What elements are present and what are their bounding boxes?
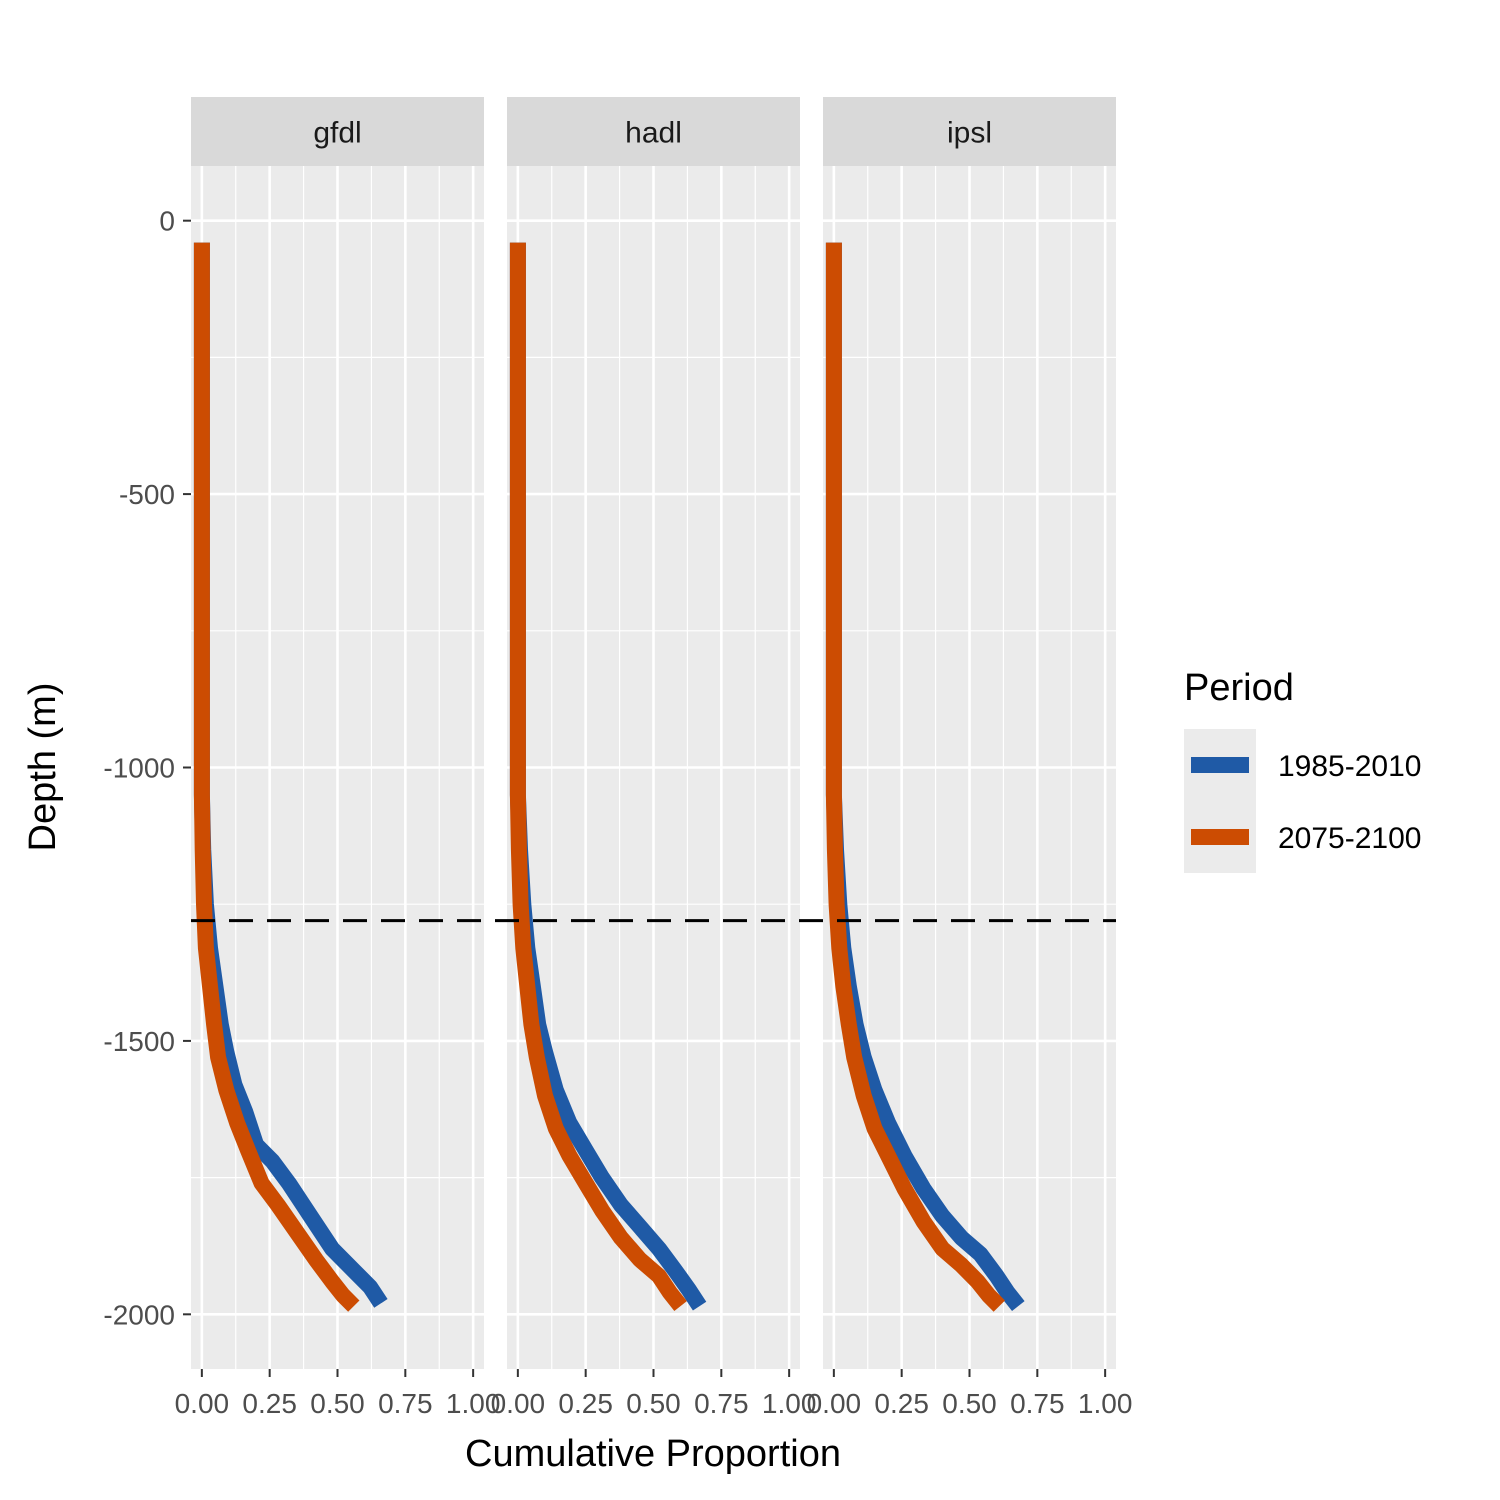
strip-label-gfdl: gfdl — [313, 117, 361, 150]
legend-label-1985-2010: 1985-2010 — [1278, 750, 1421, 783]
y-tick-label: -1000 — [103, 753, 175, 784]
x-tick-label: 0.25 — [242, 1388, 297, 1419]
y-tick-label: -1500 — [103, 1026, 175, 1057]
legend-key-background — [1184, 729, 1256, 873]
y-tick-label: -2000 — [103, 1299, 175, 1330]
x-tick-label: 0.00 — [491, 1388, 546, 1419]
x-tick-label: 1.00 — [446, 1388, 501, 1419]
x-tick-label: 0.25 — [558, 1388, 613, 1419]
x-tick-label: 0.50 — [942, 1388, 997, 1419]
x-axis: 0.00 0.25 0.50 0.75 1.000.00 0.25 0.50 0.75 1.00… — [175, 1369, 1133, 1419]
x-tick-label: 0.00 — [175, 1388, 230, 1419]
series-line-ipsl-2075-2100 — [825, 242, 1005, 1312]
legend-title: Period — [1184, 667, 1294, 709]
y-axis: 0 -500 -1000 -1500 -2000 — [103, 206, 191, 1330]
x-tick-label: 1.00 — [1078, 1388, 1133, 1419]
strip-label-ipsl: ipsl — [947, 117, 992, 150]
x-axis-title: Cumulative Proportion — [465, 1433, 841, 1475]
x-tick-label: 1.00 — [762, 1388, 817, 1419]
x-tick-label: 0.50 — [626, 1388, 681, 1419]
panel-ipsl: ipsl — [823, 97, 1116, 1369]
x-tick-label: 0.50 — [310, 1388, 365, 1419]
series-line-hadl-2075-2100 — [509, 242, 687, 1312]
strip-gfdl — [191, 97, 484, 166]
x-tick-label: 0.75 — [378, 1388, 433, 1419]
strip-hadl — [507, 97, 800, 166]
strip-ipsl — [823, 97, 1116, 166]
legend: Period 1985-2010 2075-2100 — [1184, 667, 1421, 873]
x-tick-label: 0.75 — [1010, 1388, 1065, 1419]
y-axis-title: Depth (m) — [22, 683, 64, 852]
panel-hadl: hadl — [507, 97, 800, 1369]
panel-gfdl: gfdl — [191, 97, 484, 1369]
y-tick-label: -500 — [119, 479, 175, 510]
x-tick-label: 0.75 — [694, 1388, 749, 1419]
panels-layer: gfdl hadl ipsl — [191, 97, 1116, 1369]
x-tick-label: 0.00 — [807, 1388, 862, 1419]
x-tick-label: 0.25 — [874, 1388, 929, 1419]
series-line-gfdl-2075-2100 — [193, 242, 360, 1312]
strip-label-hadl: hadl — [625, 117, 682, 150]
legend-label-2075-2100: 2075-2100 — [1278, 822, 1421, 855]
y-tick-label: 0 — [159, 206, 175, 237]
